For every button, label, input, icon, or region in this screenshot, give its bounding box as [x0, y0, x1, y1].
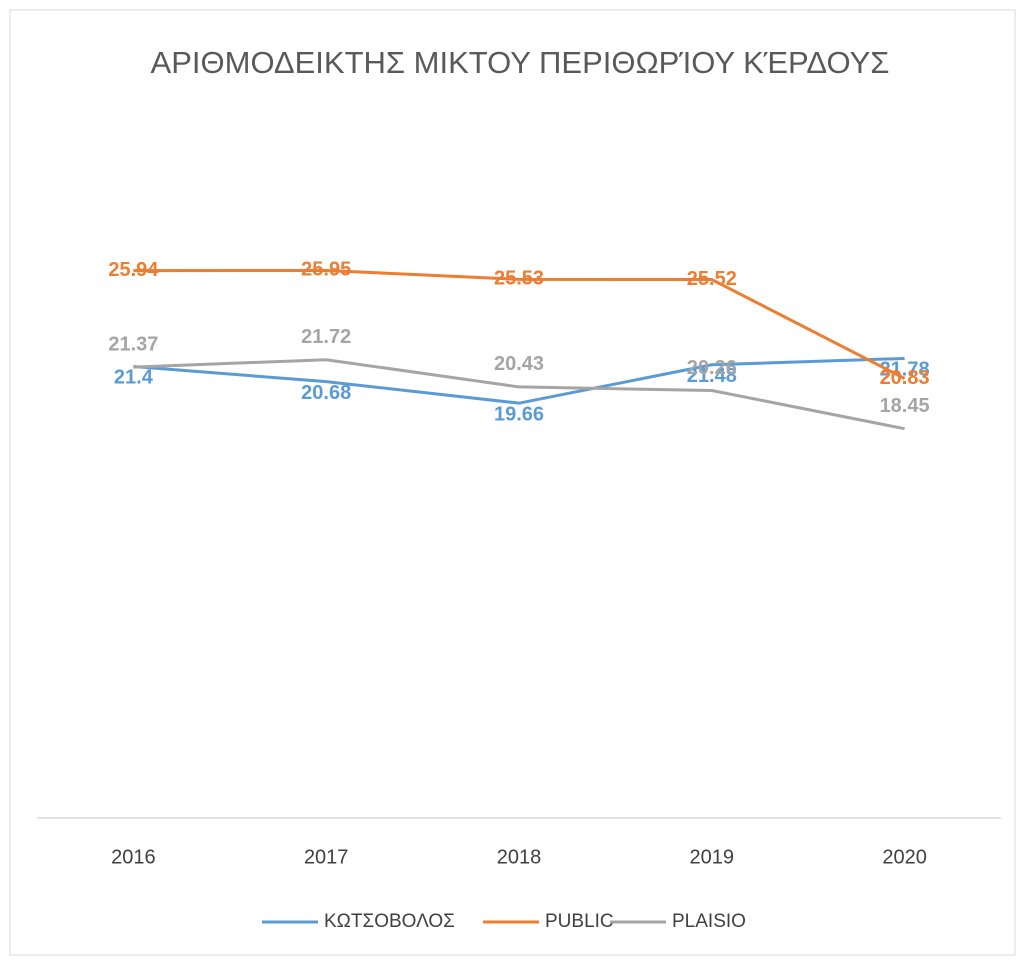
series-line: [133, 268, 906, 380]
data-label: 25.94: [108, 259, 159, 281]
legend-label: PLAISIO: [672, 911, 746, 932]
legend-label: PUBLIC: [545, 911, 614, 932]
data-label: 21.48: [687, 365, 737, 387]
series-line: [133, 358, 905, 431]
data-label: 21.78: [880, 359, 930, 381]
data-label: 25.52: [687, 268, 737, 290]
series-line: [133, 356, 905, 405]
data-label: 21.4: [114, 367, 154, 389]
data-label: 18.45: [880, 395, 930, 417]
x-tick-label: 2019: [690, 846, 735, 868]
data-label: 20.68: [301, 382, 351, 404]
data-label: 20.43: [494, 353, 544, 375]
x-tick-label: 2018: [497, 846, 542, 868]
data-label: 19.66: [494, 403, 544, 425]
chart-border: [9, 9, 1016, 956]
chart-title: ΑΡΙΘΜΟΔΕΙΚΤΗΣ ΜΙΚΤΟΥ ΠΕΡΙΘΩΡΊΟΥ ΚΈΡΔΟΥΣ: [151, 45, 890, 80]
data-label: 21.37: [108, 333, 158, 355]
legend-label: ΚΩΤΣΟΒΟΛΟΣ: [324, 911, 455, 932]
data-label: 21.72: [301, 326, 351, 348]
x-tick-label: 2016: [111, 846, 156, 868]
data-label: 25.53: [494, 268, 544, 290]
data-label: 25.95: [301, 259, 351, 281]
x-tick-label: 2020: [882, 846, 927, 868]
data-label: 20.83: [880, 367, 930, 389]
x-tick-label: 2017: [304, 846, 349, 868]
data-label: 20.26: [687, 357, 737, 379]
